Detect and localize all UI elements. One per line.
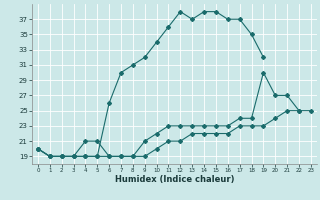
X-axis label: Humidex (Indice chaleur): Humidex (Indice chaleur): [115, 175, 234, 184]
